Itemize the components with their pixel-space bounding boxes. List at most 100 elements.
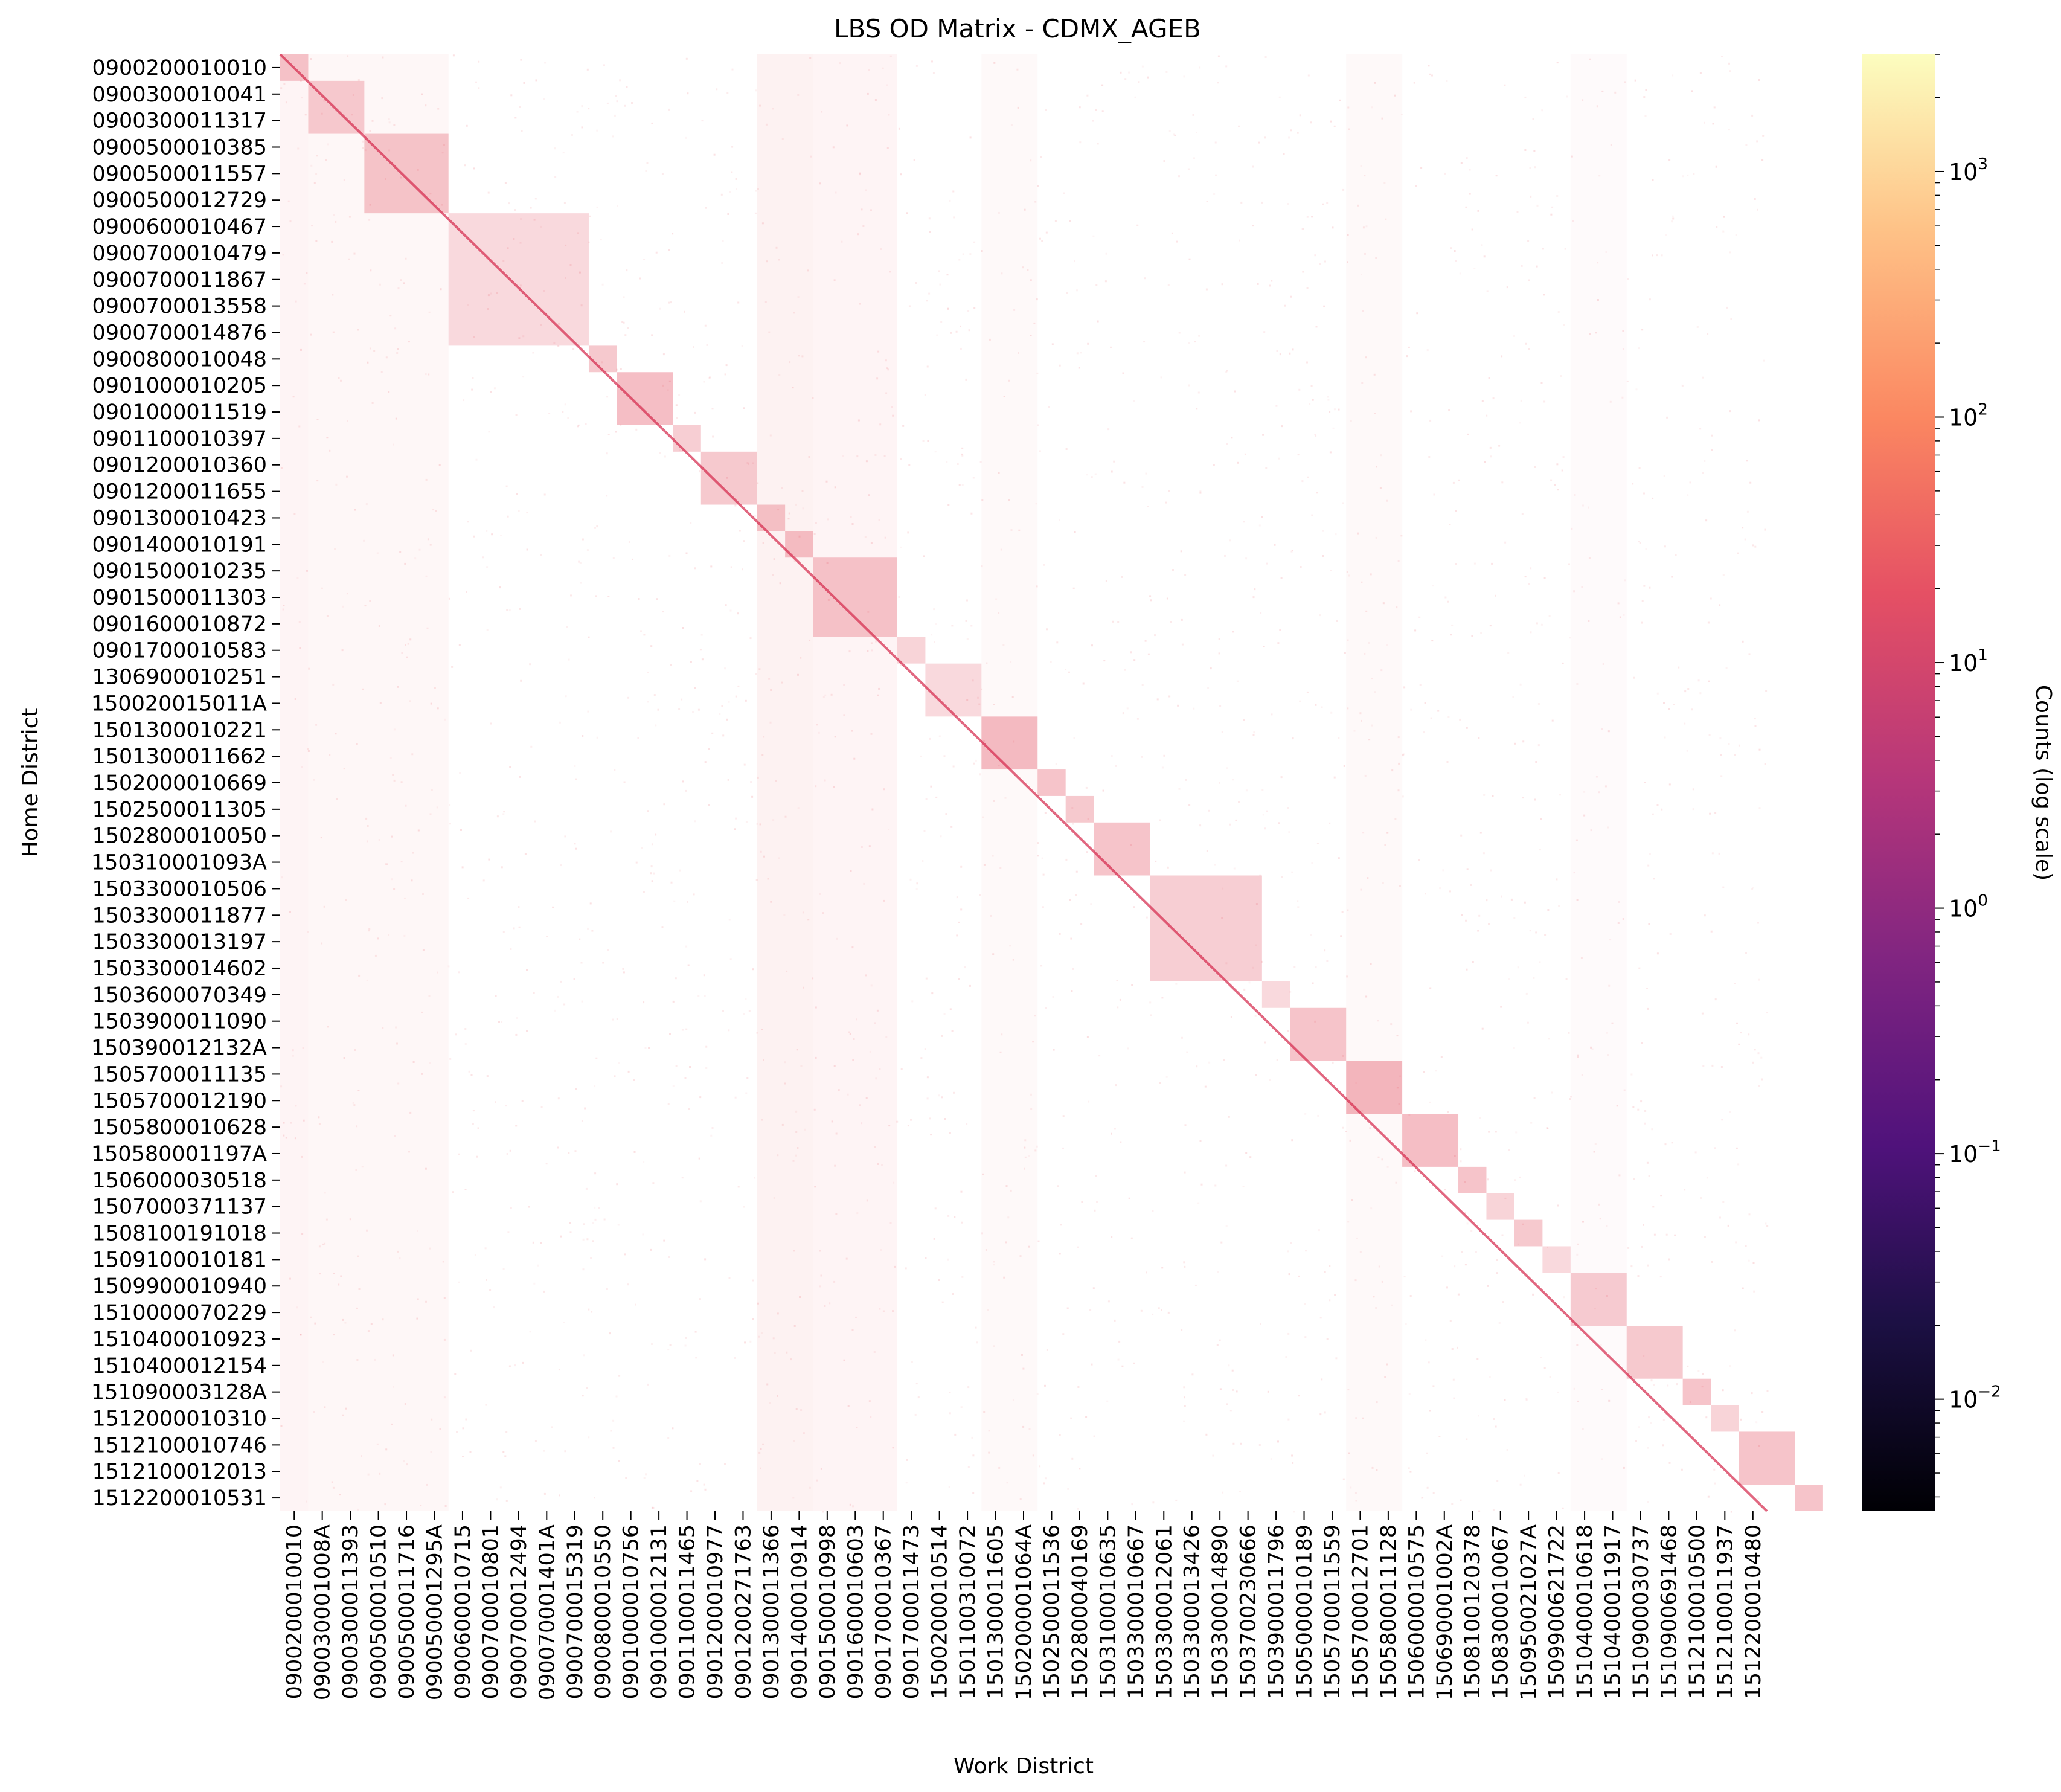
heatmap-speckle xyxy=(755,190,757,192)
heatmap-speckle xyxy=(833,786,835,788)
heatmap-speckle xyxy=(934,451,937,453)
heatmap-speckle xyxy=(540,554,542,556)
heatmap-speckle xyxy=(1127,1047,1129,1050)
heatmap-speckle xyxy=(900,458,902,460)
heatmap-speckle xyxy=(1306,691,1309,693)
heatmap-speckle xyxy=(1365,610,1368,612)
heatmap-speckle xyxy=(1588,557,1591,559)
heatmap-speckle xyxy=(981,499,984,501)
heatmap-speckle xyxy=(466,591,467,593)
x-tick-label: 1510400011917 xyxy=(1601,1524,1626,1700)
heatmap-speckle xyxy=(602,962,604,964)
heatmap-speckle xyxy=(882,67,884,69)
heatmap-speckle xyxy=(685,789,687,792)
heatmap-speckle xyxy=(379,1472,381,1475)
heatmap-speckle xyxy=(1079,141,1082,144)
heatmap-speckle xyxy=(704,761,707,763)
heatmap-speckle xyxy=(1597,262,1599,264)
y-tick-label: 1505700012190 xyxy=(92,1089,268,1113)
heatmap-speckle xyxy=(633,1079,635,1081)
heatmap-speckle xyxy=(354,509,356,511)
heatmap-speckle xyxy=(426,627,429,629)
heatmap-speckle xyxy=(306,570,308,572)
heatmap-speckle xyxy=(1489,1376,1491,1378)
heatmap-speckle xyxy=(1423,1071,1425,1073)
heatmap-speckle xyxy=(1150,599,1152,602)
heatmap-speckle xyxy=(758,668,761,670)
heatmap-speckle xyxy=(1569,637,1571,639)
heatmap-speckle xyxy=(353,1104,356,1106)
heatmap-speckle xyxy=(759,104,761,107)
heatmap-speckle xyxy=(734,1096,737,1099)
heatmap-speckle xyxy=(1742,527,1744,529)
heatmap-speckle xyxy=(856,1427,858,1428)
heatmap-speckle xyxy=(1332,427,1335,429)
heatmap-speckle xyxy=(721,705,723,707)
heatmap-speckle xyxy=(1059,1434,1061,1436)
heatmap-speckle xyxy=(1206,850,1208,852)
heatmap-speckle xyxy=(1504,84,1506,86)
heatmap-speckle xyxy=(1199,490,1202,493)
heatmap-speckle xyxy=(986,662,988,664)
x-tick-label: 1505700011559 xyxy=(1321,1524,1345,1700)
heatmap-speckle xyxy=(742,568,743,571)
heatmap-speckle xyxy=(708,804,710,806)
heatmap-speckle xyxy=(1293,1511,1295,1513)
heatmap-speckle xyxy=(946,274,949,276)
heatmap-speckle xyxy=(1077,1386,1080,1388)
heatmap-speckle xyxy=(327,1026,329,1028)
heatmap-speckle xyxy=(1261,789,1264,791)
heatmap-speckle xyxy=(870,542,873,544)
heatmap-speckle xyxy=(499,1486,502,1489)
heatmap-speckle xyxy=(1652,179,1654,181)
heatmap-speckle xyxy=(535,79,537,82)
heatmap-speckle xyxy=(1298,388,1301,391)
heatmap-speckle xyxy=(300,1334,302,1336)
heatmap-speckle xyxy=(443,1396,446,1399)
heatmap-speckle xyxy=(1245,557,1248,560)
heatmap-speckle xyxy=(369,600,371,602)
heatmap-speckle xyxy=(1455,260,1457,262)
heatmap-speckle xyxy=(1740,1418,1742,1421)
y-tick-label: 0901500011303 xyxy=(92,586,268,610)
heatmap-speckle xyxy=(1361,274,1362,275)
heatmap-speckle xyxy=(1291,1139,1293,1142)
heatmap-speckle xyxy=(1577,1054,1579,1056)
heatmap-speckle xyxy=(1447,600,1449,603)
heatmap-speckle xyxy=(1213,193,1216,195)
y-tick-label: 1510400012154 xyxy=(92,1354,268,1378)
heatmap-speckle xyxy=(1469,169,1471,171)
heatmap-speckle xyxy=(1746,460,1748,462)
heatmap-speckle xyxy=(1315,966,1317,969)
heatmap-speckle xyxy=(369,347,371,350)
heatmap-speckle xyxy=(705,1045,708,1048)
heatmap-speckle xyxy=(505,1431,508,1433)
heatmap-speckle xyxy=(1280,776,1283,779)
heatmap-speckle xyxy=(399,551,402,553)
heatmap-speckle xyxy=(543,290,545,292)
heatmap-speckle xyxy=(567,417,569,419)
heatmap-speckle xyxy=(1627,1247,1630,1249)
heatmap-speckle xyxy=(643,259,646,260)
heatmap-speckle xyxy=(617,205,618,207)
heatmap-speckle xyxy=(1310,121,1312,124)
heatmap-speckle xyxy=(1037,855,1039,857)
x-axis-ticks: 0900200010010 090030001008A 0900300011393 0… xyxy=(283,1511,1766,1700)
heatmap-speckle xyxy=(332,1486,335,1489)
heatmap-speckle xyxy=(404,562,406,565)
heatmap-speckle xyxy=(1114,1319,1116,1322)
heatmap-speckle xyxy=(1573,1387,1575,1390)
heatmap-speckle xyxy=(370,1323,373,1325)
heatmap-speckle xyxy=(1010,661,1012,663)
heatmap-speckle xyxy=(427,538,429,541)
heatmap-speckle xyxy=(1126,707,1129,710)
heatmap-speckle xyxy=(409,700,411,702)
heatmap-speckle xyxy=(1543,577,1546,579)
heatmap-speckle xyxy=(1087,818,1089,820)
heatmap-speckle xyxy=(1630,1265,1633,1268)
heatmap-diagonal-block xyxy=(1514,1219,1543,1247)
heatmap-speckle xyxy=(1444,596,1447,599)
heatmap-speckle xyxy=(1756,140,1758,143)
heatmap-diagonal-block xyxy=(925,663,982,717)
heatmap-speckle xyxy=(1550,213,1553,216)
